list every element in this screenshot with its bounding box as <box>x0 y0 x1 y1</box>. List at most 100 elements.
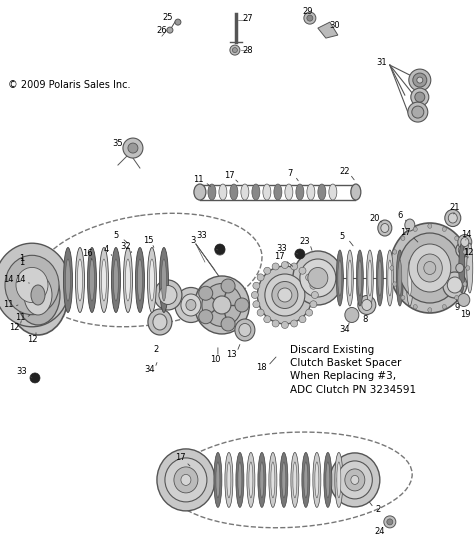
Ellipse shape <box>396 250 403 306</box>
Ellipse shape <box>393 282 397 286</box>
Ellipse shape <box>378 260 382 296</box>
Text: 2: 2 <box>153 346 159 354</box>
Circle shape <box>235 298 249 312</box>
Ellipse shape <box>175 287 207 322</box>
Ellipse shape <box>351 184 361 200</box>
Ellipse shape <box>459 243 465 293</box>
Circle shape <box>384 516 396 528</box>
Circle shape <box>299 267 306 274</box>
Circle shape <box>387 519 393 525</box>
Ellipse shape <box>165 458 207 502</box>
Ellipse shape <box>278 288 292 302</box>
Ellipse shape <box>304 462 308 498</box>
Text: 11: 11 <box>3 300 13 309</box>
Circle shape <box>264 316 271 323</box>
Text: 14: 14 <box>3 275 13 285</box>
Ellipse shape <box>378 220 392 236</box>
Circle shape <box>291 263 298 270</box>
Ellipse shape <box>345 307 359 322</box>
Ellipse shape <box>174 467 198 493</box>
Ellipse shape <box>442 305 447 309</box>
Ellipse shape <box>315 462 319 498</box>
Ellipse shape <box>324 453 332 508</box>
Ellipse shape <box>8 255 68 335</box>
Ellipse shape <box>345 469 365 491</box>
Ellipse shape <box>280 453 288 508</box>
Ellipse shape <box>447 277 462 293</box>
Text: 2: 2 <box>375 505 381 515</box>
Ellipse shape <box>157 449 215 511</box>
Circle shape <box>291 320 298 327</box>
Ellipse shape <box>411 88 429 106</box>
Ellipse shape <box>388 260 392 296</box>
Ellipse shape <box>346 250 353 306</box>
Text: 11: 11 <box>192 174 203 184</box>
Ellipse shape <box>271 462 275 498</box>
Ellipse shape <box>463 282 467 286</box>
Text: 16: 16 <box>82 248 92 258</box>
Ellipse shape <box>398 260 402 296</box>
Text: 12: 12 <box>27 335 37 345</box>
Ellipse shape <box>154 280 182 310</box>
Ellipse shape <box>386 250 393 306</box>
Text: 18: 18 <box>256 363 267 373</box>
Ellipse shape <box>293 251 343 305</box>
Ellipse shape <box>302 453 310 508</box>
Ellipse shape <box>126 259 130 301</box>
Ellipse shape <box>123 247 132 313</box>
Ellipse shape <box>443 272 467 298</box>
Circle shape <box>221 279 235 293</box>
Text: 3: 3 <box>190 235 196 245</box>
Text: 11: 11 <box>15 314 25 322</box>
Ellipse shape <box>64 247 73 313</box>
Ellipse shape <box>458 246 465 254</box>
Ellipse shape <box>181 475 191 485</box>
Circle shape <box>30 373 40 383</box>
Ellipse shape <box>101 259 107 301</box>
Text: 17: 17 <box>274 252 285 260</box>
Ellipse shape <box>247 453 255 508</box>
Text: 28: 28 <box>243 45 253 55</box>
Ellipse shape <box>216 462 220 498</box>
Ellipse shape <box>455 295 459 300</box>
Circle shape <box>310 282 317 289</box>
Ellipse shape <box>147 247 156 313</box>
Ellipse shape <box>337 250 343 306</box>
Ellipse shape <box>238 462 242 498</box>
Ellipse shape <box>219 184 227 200</box>
Ellipse shape <box>260 462 264 498</box>
Ellipse shape <box>406 250 413 306</box>
Ellipse shape <box>153 314 167 330</box>
Text: 17: 17 <box>174 454 185 462</box>
Ellipse shape <box>442 227 447 232</box>
Ellipse shape <box>5 255 59 315</box>
Ellipse shape <box>455 236 459 240</box>
Ellipse shape <box>358 260 362 296</box>
Ellipse shape <box>428 224 432 228</box>
Text: 17: 17 <box>225 171 235 179</box>
Text: 13: 13 <box>227 350 237 360</box>
Ellipse shape <box>272 281 298 308</box>
Ellipse shape <box>313 453 321 508</box>
Ellipse shape <box>181 294 201 316</box>
Text: 21: 21 <box>449 202 460 212</box>
Ellipse shape <box>326 462 330 498</box>
Ellipse shape <box>65 259 71 301</box>
Ellipse shape <box>236 453 244 508</box>
Ellipse shape <box>409 69 431 91</box>
Text: 7: 7 <box>287 168 292 178</box>
Ellipse shape <box>445 210 461 226</box>
Circle shape <box>307 15 313 21</box>
Ellipse shape <box>265 274 305 316</box>
Ellipse shape <box>0 243 70 327</box>
Ellipse shape <box>409 244 451 292</box>
Text: 22: 22 <box>339 166 350 176</box>
Circle shape <box>253 301 260 308</box>
Ellipse shape <box>235 319 255 341</box>
Ellipse shape <box>413 227 417 232</box>
Ellipse shape <box>111 247 120 313</box>
Circle shape <box>123 138 143 158</box>
Ellipse shape <box>458 234 472 249</box>
Ellipse shape <box>376 250 383 306</box>
Ellipse shape <box>351 475 359 484</box>
